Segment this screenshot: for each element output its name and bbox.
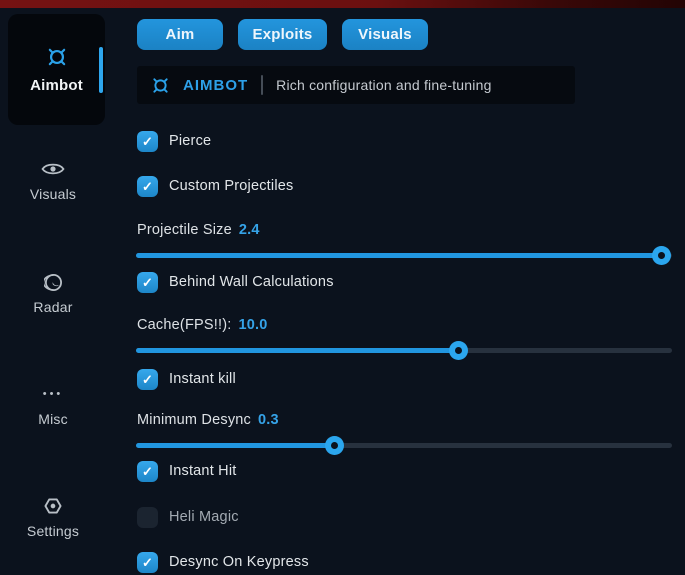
toggle-row: ✓ Custom Projectiles	[137, 175, 293, 197]
divider	[261, 75, 264, 95]
toggle-label: Desync On Keypress	[169, 554, 309, 570]
instant-kill-checkbox[interactable]: ✓	[137, 368, 158, 390]
toggle-label: Pierce	[169, 133, 212, 149]
check-icon: ✓	[142, 178, 153, 194]
slider-label-text: Cache(FPS!!):	[137, 317, 232, 333]
crosshair-icon	[46, 46, 68, 68]
cache-fps-slider[interactable]	[136, 341, 672, 360]
crosshair-icon	[151, 76, 170, 95]
behind-wall-calculations-checkbox[interactable]: ✓	[137, 271, 158, 293]
toggle-label: Behind Wall Calculations	[169, 274, 334, 290]
sidebar-item-radar[interactable]: Radar	[0, 271, 106, 315]
sidebar-item-label: Visuals	[29, 186, 77, 202]
gear-icon	[43, 495, 63, 517]
sidebar-item-label: Settings	[26, 523, 80, 539]
projectile-size-slider[interactable]	[136, 246, 672, 265]
check-icon: ✓	[142, 371, 153, 387]
check-icon: ✓	[142, 274, 153, 290]
slider-value: 0.3	[258, 412, 279, 428]
eye-icon	[41, 158, 65, 180]
slider-label-text: Minimum Desync	[137, 412, 251, 428]
slider-handle[interactable]	[325, 436, 345, 455]
slider-value: 2.4	[238, 222, 260, 238]
minimum-desync-slider[interactable]	[136, 436, 672, 455]
section-title: AIMBOT	[183, 76, 249, 94]
desync-on-keypress-checkbox[interactable]: ✓	[137, 551, 158, 573]
tab-aim[interactable]: Aim	[137, 19, 223, 50]
globe-icon	[43, 271, 63, 293]
toggle-row: ✓ Behind Wall Calculations	[137, 271, 334, 293]
check-icon: ✓	[142, 554, 153, 570]
slider-handle[interactable]	[448, 341, 468, 360]
top-red-strip	[0, 0, 685, 8]
sidebar-item-aimbot[interactable]: Aimbot	[8, 14, 105, 125]
slider-fill	[136, 253, 662, 258]
toggle-label: Custom Projectiles	[169, 178, 294, 194]
custom-projectiles-checkbox[interactable]: ✓	[137, 175, 158, 197]
sidebar-item-label: Aimbot	[30, 76, 83, 94]
check-icon: ✓	[142, 463, 153, 479]
sidebar-item-label: Misc	[38, 411, 68, 427]
slider-label: Projectile Size 2.4	[137, 222, 260, 240]
slider-label: Minimum Desync 0.3	[137, 412, 279, 430]
slider-fill	[136, 348, 458, 353]
toggle-label: Instant Hit	[169, 463, 237, 479]
sidebar-item-visuals[interactable]: Visuals	[0, 158, 106, 202]
section-subtitle: Rich configuration and fine-tuning	[276, 77, 492, 93]
slider-label: Cache(FPS!!): 10.0	[137, 317, 268, 335]
tab-visuals[interactable]: Visuals	[342, 19, 428, 50]
slider-label-text: Projectile Size	[137, 222, 232, 238]
slider-fill	[136, 443, 335, 448]
toggle-label: Instant kill	[169, 371, 236, 387]
toggle-row: ✓ Heli Magic	[137, 506, 239, 528]
slider-handle[interactable]	[652, 246, 672, 265]
section-header: AIMBOT Rich configuration and fine-tunin…	[137, 66, 575, 104]
heli-magic-checkbox[interactable]: ✓	[137, 506, 158, 528]
toggle-row: ✓ Instant kill	[137, 368, 236, 390]
sidebar-item-misc[interactable]: ••• Misc	[0, 383, 106, 427]
toggle-row: ✓ Instant Hit	[137, 460, 236, 482]
tab-exploits[interactable]: Exploits	[238, 19, 327, 50]
slider-value: 10.0	[238, 317, 268, 333]
toggle-row: ✓ Pierce	[137, 130, 211, 152]
pierce-checkbox[interactable]: ✓	[137, 130, 158, 152]
check-icon: ✓	[142, 133, 153, 149]
ellipsis-icon: •••	[42, 388, 64, 400]
sidebar-item-settings[interactable]: Settings	[0, 495, 106, 539]
toggle-row: ✓ Desync On Keypress	[137, 551, 309, 573]
sidebar: Aimbot Visuals Radar	[0, 8, 120, 575]
active-indicator	[99, 47, 103, 93]
instant-hit-checkbox[interactable]: ✓	[137, 460, 158, 482]
sidebar-item-label: Radar	[33, 299, 73, 315]
toggle-label: Heli Magic	[169, 509, 239, 525]
